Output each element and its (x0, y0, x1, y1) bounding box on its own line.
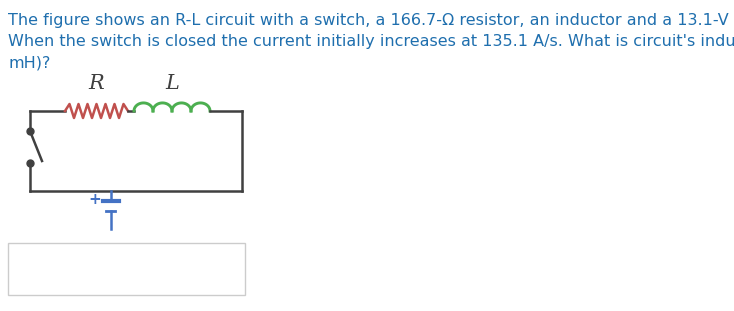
Text: When the switch is closed the current initially increases at 135.1 A/s. What is : When the switch is closed the current in… (8, 34, 734, 49)
Text: +: + (88, 192, 101, 207)
Text: R: R (89, 74, 104, 93)
Text: mH)?: mH)? (8, 55, 51, 70)
FancyBboxPatch shape (8, 243, 245, 295)
Text: L: L (165, 74, 179, 93)
Text: The figure shows an R-L circuit with a switch, a 166.7-Ω resistor, an inductor a: The figure shows an R-L circuit with a s… (8, 13, 734, 28)
